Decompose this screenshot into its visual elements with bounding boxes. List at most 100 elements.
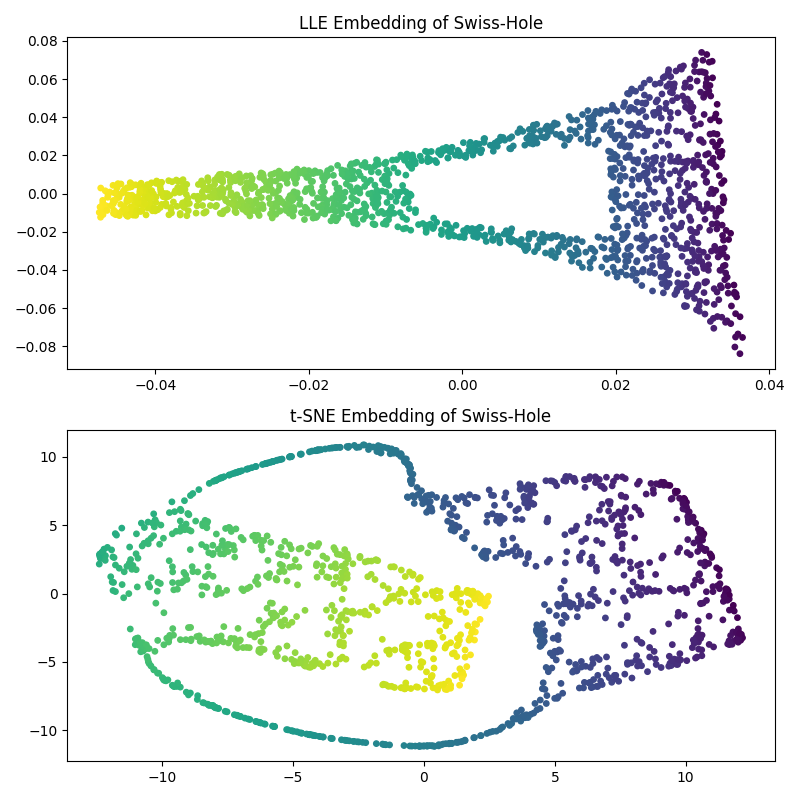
Point [606, 204, 618, 217]
Point [212, 582, 225, 594]
Point [341, 568, 354, 581]
Point [438, 494, 450, 507]
Point [629, 85, 642, 98]
Point [226, 198, 238, 211]
Point [712, 250, 725, 263]
Point [536, 634, 549, 646]
Point [378, 441, 391, 454]
Point [230, 170, 242, 182]
Point [693, 202, 706, 214]
Point [534, 233, 546, 246]
Point [626, 179, 638, 192]
Point [535, 639, 548, 652]
Point [228, 708, 241, 721]
Point [371, 154, 384, 166]
Point [515, 703, 528, 716]
Point [204, 635, 217, 648]
Point [522, 709, 534, 722]
Point [278, 614, 291, 626]
Point [283, 561, 296, 574]
Point [426, 642, 439, 655]
Point [324, 648, 337, 661]
Point [260, 182, 273, 195]
Point [205, 699, 218, 712]
Point [704, 79, 717, 92]
Point [560, 470, 573, 483]
Point [204, 181, 217, 194]
Point [578, 676, 591, 689]
Point [634, 117, 646, 130]
Point [421, 219, 434, 232]
Point [723, 593, 736, 606]
Point [99, 185, 112, 198]
Point [611, 244, 624, 257]
Point [150, 597, 162, 610]
Point [664, 264, 677, 277]
Point [558, 590, 571, 602]
Point [660, 205, 673, 218]
Point [150, 174, 163, 187]
Point [318, 174, 330, 187]
Point [516, 513, 529, 526]
Point [699, 80, 712, 93]
Point [672, 267, 685, 280]
Point [348, 185, 361, 198]
Point [234, 634, 246, 646]
Point [653, 478, 666, 491]
Point [574, 121, 586, 134]
Point [582, 598, 595, 610]
Point [716, 145, 729, 158]
Point [473, 590, 486, 602]
Point [529, 486, 542, 499]
Point [136, 636, 149, 649]
Point [282, 193, 295, 206]
Point [209, 184, 222, 197]
Point [628, 531, 641, 544]
Point [418, 739, 430, 752]
Point [382, 179, 395, 192]
Point [668, 78, 681, 90]
Point [594, 107, 606, 120]
Point [430, 156, 443, 169]
Point [98, 542, 110, 555]
Point [538, 683, 551, 696]
Point [695, 524, 708, 537]
Point [382, 442, 395, 455]
Point [606, 191, 618, 204]
Point [497, 534, 510, 547]
Point [532, 628, 545, 641]
Point [602, 662, 614, 674]
Point [715, 177, 728, 190]
Point [710, 210, 722, 222]
Point [374, 446, 387, 459]
Point [582, 131, 594, 144]
Point [131, 552, 144, 565]
Point [223, 538, 236, 551]
Point [143, 186, 156, 198]
Point [481, 509, 494, 522]
Point [415, 740, 428, 753]
Point [648, 645, 661, 658]
Point [250, 715, 262, 728]
Point [732, 622, 745, 635]
Point [319, 169, 332, 182]
Point [610, 195, 622, 208]
Point [475, 591, 488, 604]
Point [434, 586, 446, 598]
Point [695, 255, 708, 268]
Point [656, 277, 669, 290]
Point [341, 440, 354, 453]
Point [496, 721, 509, 734]
Point [102, 191, 114, 204]
Point [654, 661, 667, 674]
Point [213, 634, 226, 646]
Point [413, 740, 426, 753]
Point [278, 565, 290, 578]
Point [198, 697, 210, 710]
Point [442, 151, 454, 164]
Point [422, 638, 435, 650]
Point [463, 139, 476, 152]
Point [161, 187, 174, 200]
Point [503, 132, 516, 145]
Point [136, 642, 149, 655]
